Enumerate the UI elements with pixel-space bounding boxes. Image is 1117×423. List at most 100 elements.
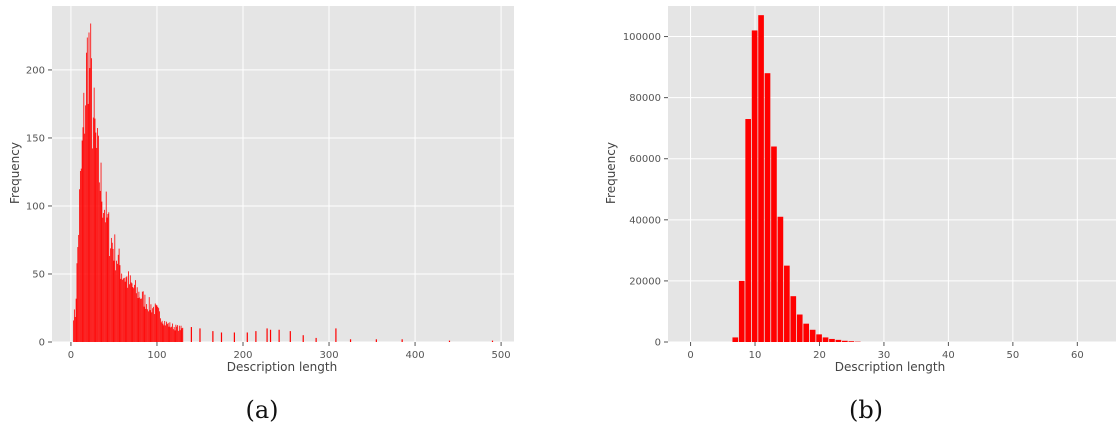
histogram-bar <box>212 331 214 342</box>
x-ticks-a: 0 100 200 300 400 500 <box>68 342 511 361</box>
x-ticks-b: 0 10 20 30 40 50 60 <box>687 342 1084 361</box>
histogram-bar <box>127 287 129 342</box>
histogram-bar <box>155 304 157 342</box>
histogram-bar <box>131 283 133 342</box>
histogram-bar <box>148 297 150 342</box>
y-tick-label: 40000 <box>629 215 661 226</box>
histogram-bar <box>88 32 90 343</box>
histogram-a: 0 100 200 300 400 500 0 50 100 150 200 Descriptio… <box>8 6 514 423</box>
histogram-bar <box>168 326 170 342</box>
histogram-bar <box>150 304 152 342</box>
histogram-bar <box>96 147 98 342</box>
histogram-bar <box>107 214 109 342</box>
histogram-bar <box>167 322 169 342</box>
y-tick-label: 150 <box>26 133 45 144</box>
x-tick-label: 200 <box>233 350 252 361</box>
histogram-bar <box>141 291 143 342</box>
y-ticks-b: 0 20000 40000 60000 80000 100000 <box>623 32 668 349</box>
histogram-bar <box>169 322 171 342</box>
histogram-bar <box>97 128 98 342</box>
histogram-bar <box>73 309 75 342</box>
histogram-bar <box>751 30 758 342</box>
histogram-bar <box>140 298 142 342</box>
x-tick-label: 0 <box>68 350 74 361</box>
histogram-bar <box>85 105 86 342</box>
y-tick-label: 0 <box>655 338 661 349</box>
histogram-bar <box>165 325 166 342</box>
histogram-bar <box>129 284 130 342</box>
histogram-bar <box>145 308 147 342</box>
histogram-bar <box>181 328 183 342</box>
x-tick-label: 50 <box>1006 350 1019 361</box>
histogram-bar <box>162 323 164 342</box>
plot-area-b <box>668 6 1116 342</box>
histogram-bar <box>86 52 87 343</box>
histogram-bar <box>335 328 337 342</box>
histogram-bar <box>126 276 128 342</box>
histogram-bar <box>174 330 176 342</box>
histogram-bar <box>109 256 111 342</box>
histogram-bar <box>84 133 86 342</box>
x-axis-label-a: Description length <box>227 360 337 374</box>
x-tick-label: 40 <box>942 350 955 361</box>
x-tick-label: 20 <box>813 350 826 361</box>
histogram-bar <box>75 298 77 342</box>
histogram-bar <box>105 191 107 342</box>
histogram-bar <box>95 132 97 342</box>
histogram-bar <box>182 327 184 342</box>
histogram-bar <box>160 322 162 342</box>
histogram-bar <box>146 304 148 342</box>
histogram-bar <box>163 325 165 342</box>
histogram-bar <box>816 334 822 342</box>
x-tick-label: 30 <box>878 350 891 361</box>
histogram-bar <box>117 254 119 342</box>
histogram-bar <box>278 329 280 342</box>
caption-a: (a) <box>245 396 278 423</box>
histogram-bar <box>116 260 117 342</box>
histogram-bar <box>790 296 797 342</box>
histogram-bar <box>139 297 141 342</box>
histogram-bar <box>159 311 160 342</box>
histogram-bar <box>110 248 111 342</box>
histogram-bar <box>93 87 95 342</box>
histogram-b: 0 10 20 30 40 50 60 0 20000 40000 60000 80000 10000… <box>604 6 1116 423</box>
histogram-bar <box>129 275 131 342</box>
histogram-bar <box>803 323 810 342</box>
histogram-bar <box>86 37 88 343</box>
x-tick-label: 10 <box>749 350 762 361</box>
y-tick-label: 20000 <box>629 276 661 287</box>
histogram-bar <box>104 209 105 342</box>
x-tick-label: 60 <box>1071 350 1084 361</box>
y-tick-label: 60000 <box>629 154 661 165</box>
y-axis-label-b: Frequency <box>604 142 618 204</box>
histogram-bar <box>166 321 167 342</box>
histogram-bar <box>130 282 132 342</box>
caption-b: (b) <box>849 396 883 423</box>
histogram-bar <box>172 329 174 342</box>
histogram-bar <box>153 314 155 342</box>
histogram-bar <box>83 92 85 342</box>
histogram-bar <box>401 339 403 342</box>
histogram-bar <box>166 324 168 342</box>
histogram-bar <box>112 248 114 342</box>
histogram-bar <box>179 330 181 342</box>
histogram-bar <box>92 117 94 342</box>
histogram-bar <box>115 270 117 342</box>
histogram-bar <box>835 339 842 342</box>
histogram-bar <box>771 146 777 342</box>
histogram-bar <box>143 306 145 342</box>
x-tick-label: 300 <box>319 350 338 361</box>
histogram-bar <box>121 273 123 342</box>
x-tick-label: 500 <box>492 350 511 361</box>
histogram-bar <box>745 119 751 342</box>
histogram-bar <box>190 327 192 342</box>
histogram-bar <box>156 305 158 342</box>
histogram-bar <box>269 329 272 342</box>
histogram-bar <box>135 280 136 342</box>
histogram-bar <box>158 308 160 342</box>
histogram-bar <box>110 237 112 342</box>
histogram-bar <box>123 277 125 342</box>
histogram-bar <box>142 291 144 342</box>
histogram-bar <box>147 311 149 342</box>
